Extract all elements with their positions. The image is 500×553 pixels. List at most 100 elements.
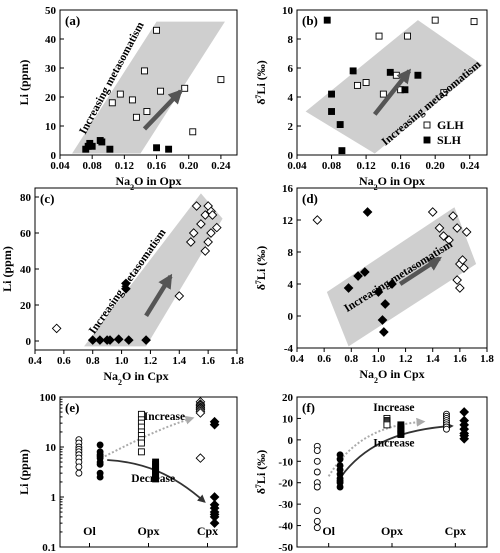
point-glh-11 xyxy=(206,228,216,238)
y-tick-label: 16 xyxy=(282,183,294,195)
point-glh-6 xyxy=(153,26,160,34)
point-slh-1 xyxy=(209,419,220,430)
plot-frame xyxy=(296,9,488,156)
point-glh-5 xyxy=(313,483,321,491)
point-glh-7 xyxy=(431,16,439,24)
metasomatism-arrow xyxy=(142,89,183,131)
point-glh-4 xyxy=(141,67,148,75)
y-tick-label: 20 xyxy=(282,392,294,404)
point-glh-5 xyxy=(448,211,458,221)
series-glh-2 xyxy=(137,410,145,456)
series-slh-1 xyxy=(87,278,151,345)
point-slh-7 xyxy=(380,299,391,309)
point-slh-6 xyxy=(459,433,470,444)
point-glh-4 xyxy=(392,71,400,79)
series-glh-0 xyxy=(313,442,321,532)
point-glh-7 xyxy=(452,223,462,233)
annotation-2: Increase xyxy=(373,437,414,449)
point-slh-4 xyxy=(338,147,346,155)
x-tick-label: 0.24 xyxy=(211,160,231,172)
point-glh-11 xyxy=(459,263,469,273)
category-label: Ol xyxy=(83,524,96,538)
category-label: Opx xyxy=(137,524,159,538)
point-slh-1 xyxy=(328,90,335,98)
legend-label: GLH xyxy=(437,118,464,132)
point-glh-3 xyxy=(379,90,387,98)
legend-entry-glh: GLH xyxy=(423,118,464,132)
y-axis-label: δ7Li (‰) xyxy=(254,450,269,495)
point-glh-0 xyxy=(312,215,323,225)
point-slh-7 xyxy=(123,335,134,345)
series-glh-0 xyxy=(312,207,472,293)
point-slh-6 xyxy=(386,68,394,76)
point-glh-12 xyxy=(207,210,218,220)
point-slh-6 xyxy=(106,145,114,153)
y-tick-label: 30 xyxy=(45,63,57,75)
y-tick-label: 10 xyxy=(282,5,294,17)
y-tick-label: 40 xyxy=(45,34,57,46)
point-glh-13 xyxy=(211,222,222,233)
panel-label: (e) xyxy=(65,400,79,415)
y-axis-label: Li (ppm) xyxy=(17,60,31,106)
y-tick-label: 20 xyxy=(45,92,57,104)
point-glh-0 xyxy=(51,323,62,334)
x-tick-label: 0.08 xyxy=(83,160,103,172)
point-slh-0 xyxy=(96,441,104,449)
y-tick-label: 40 xyxy=(20,264,32,276)
x-tick-label: 0.8 xyxy=(344,353,358,365)
trend-arrow-1 xyxy=(327,417,426,477)
series-slh-1 xyxy=(323,16,422,155)
x-axis-label: Na2O in Opx xyxy=(359,174,425,192)
point-glh-2 xyxy=(313,457,321,465)
point-glh-6 xyxy=(404,32,411,40)
point-slh-5 xyxy=(349,67,357,75)
y-tick-label: 10 xyxy=(45,442,57,454)
y-axis-label: δ7Li (‰) xyxy=(254,60,269,105)
panel-label: (c) xyxy=(40,191,54,206)
point-glh-1 xyxy=(427,207,438,217)
point-slh-3 xyxy=(336,121,344,129)
point-slh-3 xyxy=(362,207,373,217)
x-tick-label: 1.4 xyxy=(172,355,186,367)
point-glh-4 xyxy=(191,201,202,211)
annotation-1: Increase xyxy=(373,402,414,414)
x-tick-label: 0.8 xyxy=(86,355,100,367)
panel-label: (a) xyxy=(65,13,80,28)
point-glh-2 xyxy=(434,223,445,233)
metasomatism-band xyxy=(84,193,223,347)
x-axis-label: Na2O in Cpx xyxy=(359,367,424,385)
x-tick-label: 1.6 xyxy=(201,355,215,367)
y-axis-label: δ7Li (‰) xyxy=(254,246,269,291)
point-slh-5 xyxy=(397,431,405,438)
y-tick-label: 100 xyxy=(40,392,57,404)
x-tick-label: 1.0 xyxy=(372,353,386,365)
y-tick-label: 0 xyxy=(288,150,294,162)
metasomatism-band xyxy=(72,21,225,154)
point-glh-12 xyxy=(461,227,472,237)
y-tick-label: 0 xyxy=(288,311,294,323)
series-glh-0 xyxy=(108,26,225,136)
x-axis-label: Na2O in Opx xyxy=(115,174,181,192)
point-slh-0 xyxy=(323,16,331,24)
point-slh-5 xyxy=(377,315,388,325)
point-slh-8 xyxy=(414,71,422,79)
point-glh-9 xyxy=(75,469,83,477)
point-glh-0 xyxy=(354,81,361,89)
panel-label: (f) xyxy=(302,400,315,415)
y-axis-label: Li (ppm) xyxy=(17,449,31,495)
y-tick-label: -50 xyxy=(278,542,293,553)
series-slh-1 xyxy=(336,451,344,491)
point-slh-1 xyxy=(353,271,363,281)
point-glh-5 xyxy=(383,421,391,429)
category-label: Cpx xyxy=(197,524,218,538)
x-axis-label: Na2O in Cpx xyxy=(103,369,168,387)
annotation-1: Increase xyxy=(144,411,185,423)
point-slh-8 xyxy=(387,279,397,289)
point-glh-5 xyxy=(196,219,206,229)
x-tick-label: 0.6 xyxy=(317,353,331,365)
point-slh-0 xyxy=(87,335,98,345)
y-tick-label: 50 xyxy=(45,5,57,17)
x-tick-label: 1.8 xyxy=(480,353,494,365)
